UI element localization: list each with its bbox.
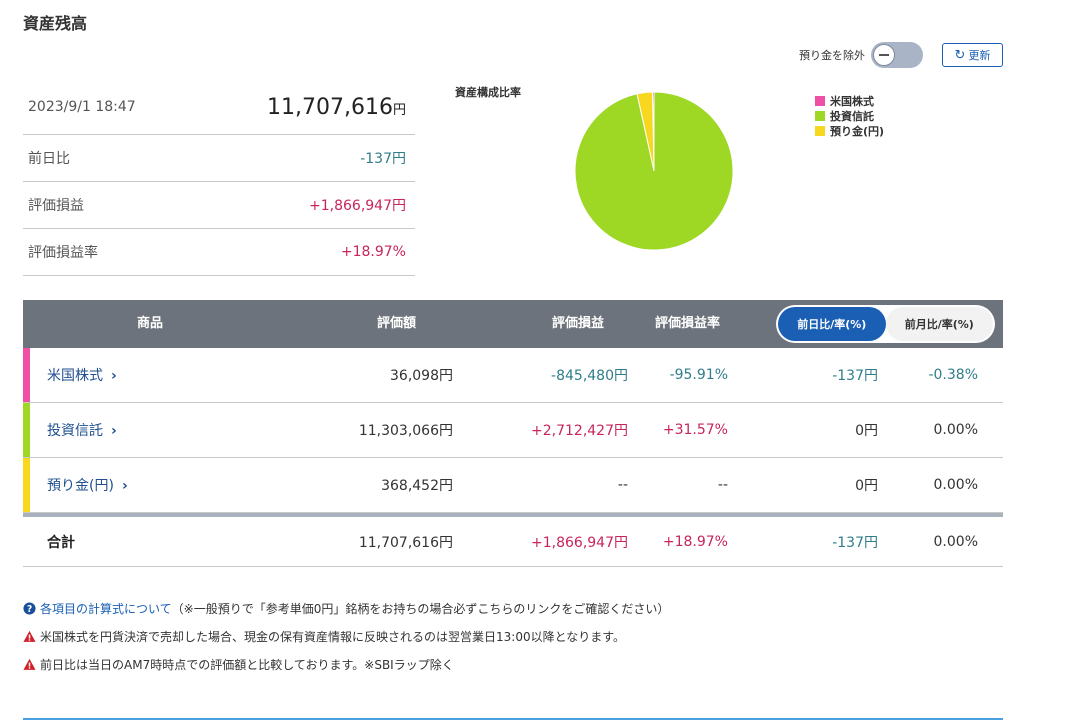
note-text: （※一般預りで「参考単価0円」銘柄をお持ちの場合必ずこちらのリンクをご確認くださ… [171,601,670,616]
total-pl-cell: +1,866,947円 [531,534,628,551]
valuation-cell: 368,452円 [381,478,453,494]
pl-cell: -- [617,477,628,493]
bottom-divider [23,718,1003,720]
legend-label: 投資信託 [830,109,874,123]
total-pl-rate-cell: +18.97% [662,533,728,550]
help-circle-icon: ? [23,601,36,614]
total-separator [23,513,1003,517]
product-link[interactable]: 投資信託 › [47,403,117,457]
chevron-right-icon: › [121,478,128,494]
summary-label: 評価損益率 [28,245,98,261]
summary-day-change-row: 前日比 -137円 [23,135,415,182]
product-link[interactable]: 預り金(円) › [47,458,128,512]
table-row-total: 合計 11,707,616円 +1,866,947円 +18.97% -137円… [23,517,1003,567]
note-text: 前日比は当日のAM7時時点での評価額と比較しております。※SBIラップ除く [40,657,454,672]
header-product: 商品 [137,316,164,331]
holdings-table: 商品 評価額 評価損益 評価損益率 前日比/率(%) 前月比/率(%) 米国株式… [23,300,1003,567]
chart-title: 資産構成比率 [455,86,521,99]
valuation-cell: 11,303,066円 [358,423,453,439]
tab-day-change[interactable]: 前日比/率(%) [778,307,886,341]
total-day-change-cell: -137円 [832,534,878,551]
toggle-knob-minus-icon [873,44,895,66]
day-change-cell: 0円 [855,478,878,494]
note-formula: ? 各項目の計算式について （※一般預りで「参考単価0円」銘柄をお持ちの場合必ず… [23,600,669,616]
day-change-cell: -137円 [832,368,878,384]
note-text: 米国株式を円貨決済で売却した場合、現金の保有資産情報に反映されるのは翌営業日13… [40,629,626,644]
total-value-unit: 円 [392,102,406,118]
product-name[interactable]: 預り金(円) › [47,475,128,495]
notes: ? 各項目の計算式について （※一般預りで「参考単価0円」銘柄をお持ちの場合必ず… [23,600,669,672]
day-change-cell: 0円 [855,423,878,439]
legend-item-us-stocks: 米国株式 [815,93,884,108]
pie-slice-mutual-funds [574,91,734,251]
row-color-bar [23,458,30,512]
product-name[interactable]: 米国株式 › [47,365,117,385]
asset-allocation-pie-chart [574,91,734,251]
table-row-us-stocks: 米国株式 › 36,098円 -845,480円 -95.91% -137円 -0… [23,348,1003,403]
legend-label: 預り金(円) [830,124,885,138]
formula-link[interactable]: 各項目の計算式について [40,601,172,616]
row-color-bar [23,348,30,402]
pl-rate-cell: -- [717,477,728,493]
total-value-number: 11,707,616 [267,94,393,120]
product-name-text: 預り金(円) [47,478,114,494]
legend-label: 米国株式 [830,94,874,108]
summary-value: +1,866,947円 [309,198,406,214]
update-button-label: 更新 [968,49,991,62]
summary-total-value: 11,707,616円 [267,95,406,120]
exclude-deposit-toggle[interactable] [871,42,923,68]
note-day-change-basis: 前日比は当日のAM7時時点での評価額と比較しております。※SBIラップ除く [23,656,669,672]
legend-swatch [815,125,825,136]
legend-swatch [815,95,825,106]
valuation-cell: 36,098円 [390,368,453,384]
chart-legend: 米国株式 投資信託 預り金(円) [815,93,884,138]
svg-text:?: ? [27,603,32,614]
product-link[interactable]: 米国株式 › [47,348,117,402]
summary-label: 評価損益 [28,198,84,214]
row-color-bar [23,403,30,457]
pl-rate-cell: -95.91% [669,367,728,383]
product-name[interactable]: 投資信託 › [47,420,117,440]
chevron-right-icon: › [111,368,117,384]
exclude-deposit-label: 預り金を除外 [799,49,865,62]
summary-label: 前日比 [28,151,70,167]
summary-value: +18.97% [340,244,406,260]
update-button[interactable]: ↻ 更新 [942,43,1003,67]
header-pl-rate: 評価損益率 [655,316,721,331]
table-header: 商品 評価額 評価損益 評価損益率 前日比/率(%) 前月比/率(%) [23,300,1003,348]
tab-month-change[interactable]: 前月比/率(%) [885,307,993,341]
summary-total-row: 2023/9/1 18:47 11,707,616円 [23,80,415,135]
pl-rate-cell: +31.57% [662,422,728,438]
total-day-rate-cell: 0.00% [933,533,978,550]
page-title: 資産残高 [23,14,88,33]
table-row-deposit-yen: 預り金(円) › 368,452円 -- -- 0円 0.00% [23,458,1003,513]
product-name-text: 投資信託 [47,423,103,439]
summary-value: -137円 [360,151,406,167]
chevron-right-icon: › [111,423,117,439]
exclude-deposit-control: 預り金を除外 [799,42,923,68]
summary-pl-row: 評価損益 +1,866,947円 [23,182,415,229]
table-row-mutual-funds: 投資信託 › 11,303,066円 +2,712,427円 +31.57% 0円… [23,403,1003,458]
refresh-icon: ↻ [954,47,966,63]
balance-summary: 2023/9/1 18:47 11,707,616円 前日比 -137円 評価損… [23,80,415,276]
legend-swatch [815,110,825,121]
legend-item-mutual-funds: 投資信託 [815,108,884,123]
product-name-text: 米国株式 [47,368,103,384]
warning-icon [23,658,36,670]
summary-datetime: 2023/9/1 18:47 [28,99,136,115]
warning-icon [23,630,36,642]
note-us-stock-settlement: 米国株式を円貨決済で売却した場合、現金の保有資産情報に反映されるのは翌営業日13… [23,628,669,644]
day-rate-cell: -0.38% [928,367,978,383]
change-period-toggle: 前日比/率(%) 前月比/率(%) [776,305,995,343]
pl-cell: +2,712,427円 [531,423,628,439]
header-pl: 評価損益 [552,316,605,331]
header-valuation: 評価額 [377,316,417,331]
total-valuation-cell: 11,707,616円 [358,534,453,551]
day-rate-cell: 0.00% [933,422,978,438]
total-label: 合計 [47,534,75,551]
legend-item-deposit-yen: 預り金(円) [815,123,884,138]
pl-cell: -845,480円 [551,368,628,384]
summary-pl-rate-row: 評価損益率 +18.97% [23,229,415,276]
day-rate-cell: 0.00% [933,477,978,493]
